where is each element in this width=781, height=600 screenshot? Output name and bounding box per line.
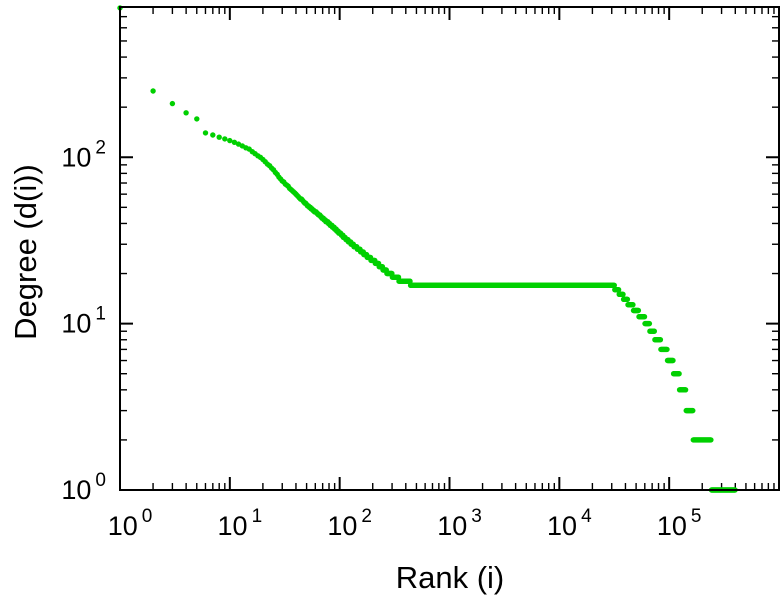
y-tick-label: 10 2 — [61, 137, 106, 172]
y-tick-label: 10 1 — [61, 304, 106, 339]
x-tick-label: 10 4 — [547, 506, 592, 541]
data-points-degree-vs-rank — [117, 5, 738, 493]
axis-ticks — [119, 6, 780, 491]
plot-frame — [119, 6, 780, 491]
x-tick-label: 10 3 — [437, 506, 482, 541]
x-axis-label: Rank (i) — [395, 560, 505, 595]
tick-labels: 10 0 10 1 10 2 10 3 10 4 10 5 10 0 10 1 10 2 — [61, 137, 701, 541]
y-tick-label: 10 0 — [61, 470, 106, 505]
y-axis-label: Degree (d(i)) — [8, 164, 43, 340]
x-tick-label: 10 0 — [108, 506, 153, 541]
x-tick-label: 10 1 — [218, 506, 263, 541]
x-tick-label: 10 2 — [327, 506, 372, 541]
x-tick-label: 10 5 — [657, 506, 702, 541]
